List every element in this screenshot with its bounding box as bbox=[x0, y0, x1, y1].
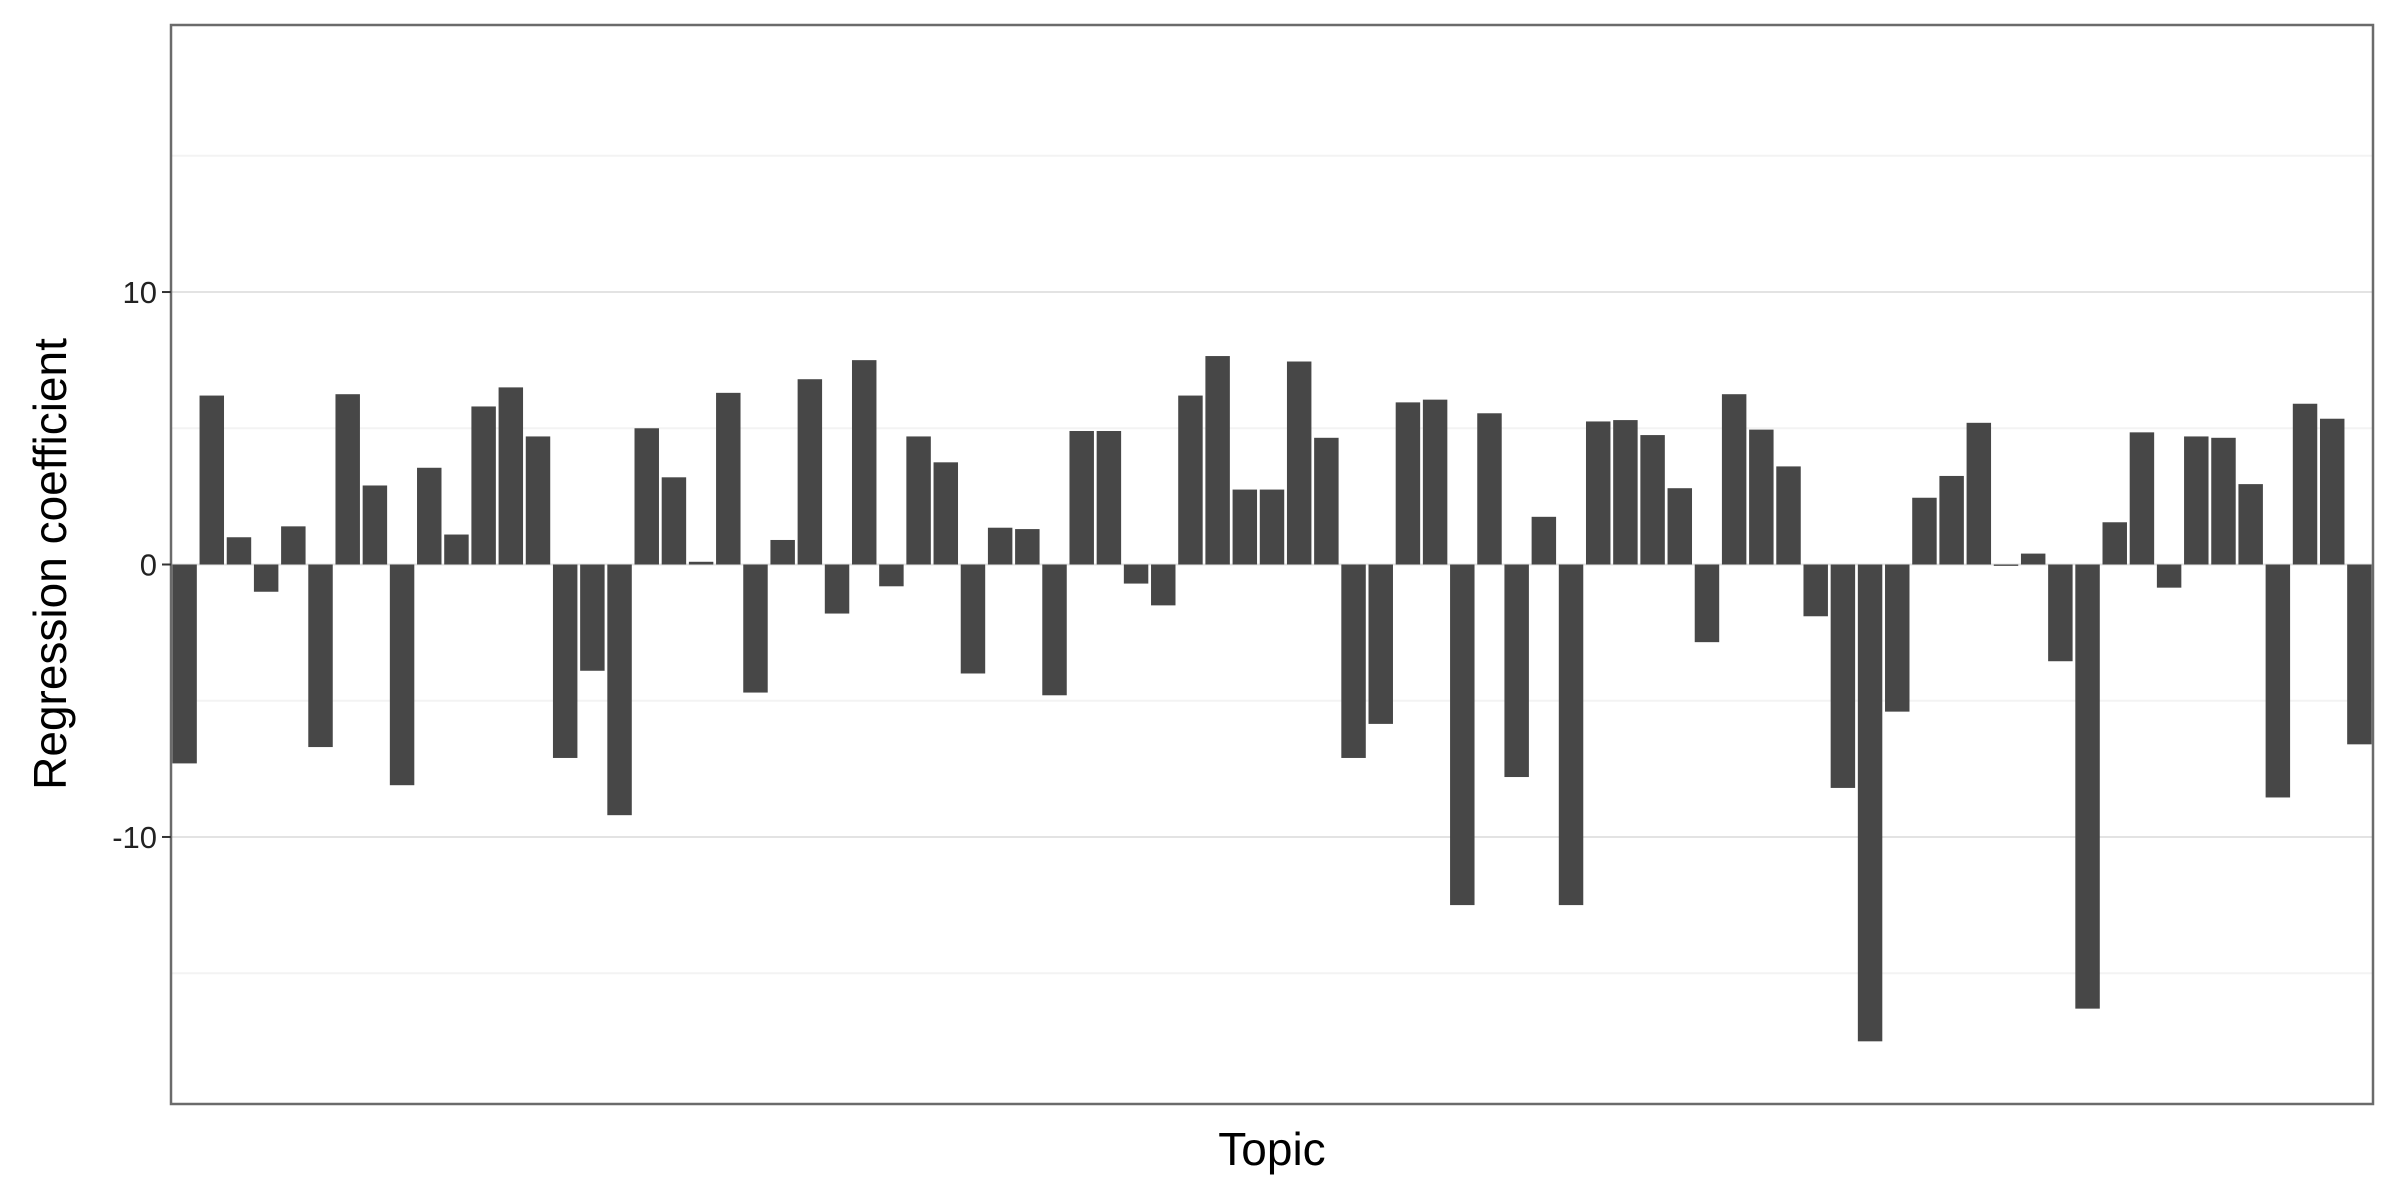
bar-topic-1 bbox=[172, 564, 197, 764]
bar-topic-7 bbox=[335, 394, 360, 565]
bar-topic-5 bbox=[281, 526, 306, 565]
bar-topic-11 bbox=[444, 534, 469, 565]
bar-topic-4 bbox=[253, 564, 279, 592]
bar-topic-69 bbox=[2020, 553, 2046, 565]
bar-topic-50 bbox=[1504, 564, 1529, 778]
bar-topic-49 bbox=[1477, 413, 1502, 565]
bar-topic-60 bbox=[1776, 466, 1801, 565]
bar-topic-33 bbox=[1042, 564, 1067, 696]
bar-topic-38 bbox=[1178, 395, 1203, 565]
x-axis-title: Topic bbox=[1218, 1123, 1325, 1175]
bar-topic-10 bbox=[417, 467, 442, 565]
bar-topic-72 bbox=[2102, 522, 2127, 565]
bar-topic-27 bbox=[879, 564, 904, 587]
bar-topic-34 bbox=[1069, 430, 1094, 565]
bar-topic-12 bbox=[471, 406, 496, 565]
bar-topic-68 bbox=[1993, 564, 2019, 566]
bar-topic-59 bbox=[1749, 429, 1774, 565]
bar-topic-46 bbox=[1395, 402, 1421, 565]
bar-topic-15 bbox=[552, 564, 578, 758]
bar-topic-22 bbox=[743, 564, 768, 693]
y-tick-label: -10 bbox=[112, 820, 157, 855]
bar-topic-37 bbox=[1151, 564, 1176, 606]
bar-topic-16 bbox=[580, 564, 605, 671]
bar-topic-28 bbox=[906, 436, 931, 565]
bar-topic-42 bbox=[1286, 361, 1312, 565]
bar-topic-61 bbox=[1803, 564, 1828, 617]
bar-topic-35 bbox=[1096, 430, 1122, 565]
bar-topic-6 bbox=[308, 564, 333, 748]
bar-topic-76 bbox=[2211, 437, 2236, 565]
bar-topic-57 bbox=[1694, 564, 1720, 643]
bar-topic-9 bbox=[389, 564, 415, 786]
bar-topic-51 bbox=[1531, 516, 1557, 565]
bar-topic-79 bbox=[2292, 403, 2318, 565]
bar-topic-63 bbox=[1857, 564, 1883, 1042]
bar-topic-31 bbox=[987, 527, 1013, 565]
bar-topic-17 bbox=[607, 564, 632, 816]
y-axis-title: Regression coefficient bbox=[24, 338, 76, 790]
bar-topic-62 bbox=[1830, 564, 1856, 788]
bar-topic-67 bbox=[1966, 422, 1992, 565]
bar-topic-73 bbox=[2129, 432, 2155, 565]
bar-topic-81 bbox=[2347, 564, 2372, 745]
bar-topic-40 bbox=[1232, 489, 1258, 565]
bar-topic-23 bbox=[770, 539, 795, 565]
bar-topic-78 bbox=[2265, 564, 2291, 798]
y-tick-label: 10 bbox=[123, 275, 157, 310]
bar-topic-24 bbox=[797, 379, 823, 565]
bar-topic-75 bbox=[2184, 436, 2209, 565]
bar-topic-30 bbox=[960, 564, 986, 674]
bar-topic-80 bbox=[2319, 418, 2345, 565]
bar-topic-66 bbox=[1939, 475, 1964, 565]
bar-topic-54 bbox=[1613, 420, 1638, 565]
bar-topic-44 bbox=[1341, 564, 1366, 758]
y-tick-label: 0 bbox=[140, 548, 157, 583]
bar-topic-21 bbox=[716, 392, 741, 565]
bar-topic-36 bbox=[1123, 564, 1149, 584]
bar-topic-43 bbox=[1314, 437, 1339, 565]
bar-topic-65 bbox=[1912, 497, 1937, 565]
bar-topic-39 bbox=[1205, 356, 1230, 565]
bar-topic-70 bbox=[2048, 564, 2073, 662]
bar-topic-13 bbox=[498, 387, 524, 565]
bar-topic-14 bbox=[525, 436, 551, 565]
bar-topic-58 bbox=[1721, 394, 1747, 565]
bar-topic-74 bbox=[2156, 564, 2182, 588]
bar-topic-26 bbox=[851, 360, 877, 565]
bar-topic-77 bbox=[2238, 484, 2263, 565]
bars bbox=[172, 356, 2372, 1042]
bar-topic-56 bbox=[1667, 488, 1693, 565]
bar-topic-48 bbox=[1450, 564, 1475, 906]
bar-topic-55 bbox=[1640, 435, 1665, 565]
bar-topic-3 bbox=[226, 537, 252, 565]
bar-topic-25 bbox=[824, 564, 850, 614]
bar-topic-52 bbox=[1558, 564, 1584, 906]
bar-topic-53 bbox=[1585, 421, 1611, 565]
bar-topic-29 bbox=[933, 462, 959, 565]
bar-topic-32 bbox=[1015, 529, 1040, 565]
bar-topic-45 bbox=[1368, 564, 1393, 724]
bar-topic-19 bbox=[661, 477, 687, 565]
bar-topic-41 bbox=[1259, 489, 1285, 565]
bar-topic-71 bbox=[2075, 564, 2100, 1009]
bar-topic-18 bbox=[634, 428, 659, 565]
bar-topic-64 bbox=[1885, 564, 1910, 712]
bar-topic-8 bbox=[362, 485, 388, 565]
y-axis-ticks: -10 0 10 bbox=[112, 275, 171, 855]
bar-topic-2 bbox=[199, 395, 225, 565]
bar-topic-20 bbox=[688, 561, 714, 565]
bar-topic-47 bbox=[1422, 399, 1448, 565]
